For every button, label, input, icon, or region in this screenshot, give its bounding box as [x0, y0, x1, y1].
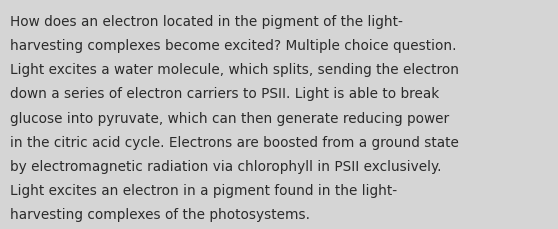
Text: harvesting complexes of the photosystems.: harvesting complexes of the photosystems…: [10, 207, 310, 221]
Text: How does an electron located in the pigment of the light-: How does an electron located in the pigm…: [10, 15, 403, 29]
Text: harvesting complexes become excited? Multiple choice question.: harvesting complexes become excited? Mul…: [10, 39, 456, 53]
Text: Light excites an electron in a pigment found in the light-: Light excites an electron in a pigment f…: [10, 183, 397, 197]
Text: glucose into pyruvate, which can then generate reducing power: glucose into pyruvate, which can then ge…: [10, 111, 449, 125]
Text: by electromagnetic radiation via chlorophyll in PSII exclusively.: by electromagnetic radiation via chlorop…: [10, 159, 441, 173]
Text: Light excites a water molecule, which splits, sending the electron: Light excites a water molecule, which sp…: [10, 63, 459, 77]
Text: in the citric acid cycle. Electrons are boosted from a ground state: in the citric acid cycle. Electrons are …: [10, 135, 459, 149]
Text: down a series of electron carriers to PSII. Light is able to break: down a series of electron carriers to PS…: [10, 87, 439, 101]
